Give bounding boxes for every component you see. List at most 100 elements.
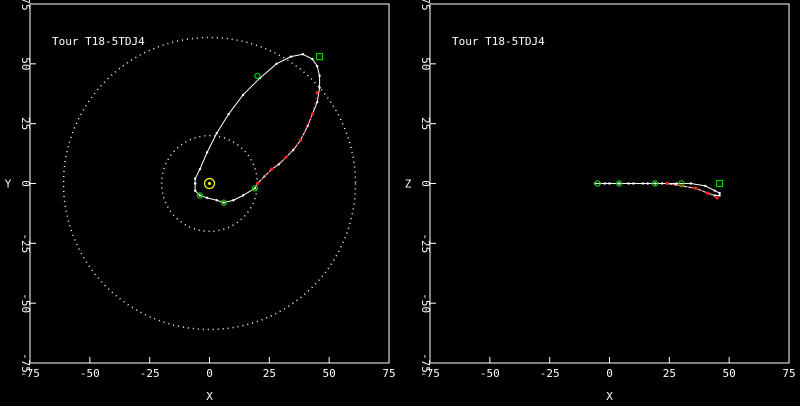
trajectory-point — [198, 194, 202, 197]
chart-title: Tour T18-5TDJ4 — [452, 35, 545, 48]
x-tick-label: -75 — [20, 367, 40, 380]
trajectory-point — [718, 194, 721, 197]
x-axis-label: X — [606, 390, 613, 403]
flyby-marker — [678, 180, 685, 187]
flyby-marker — [615, 180, 623, 187]
x-tick-label: -50 — [80, 367, 100, 380]
trajectory-point — [198, 167, 202, 171]
y-tick-label: 75 — [19, 0, 32, 11]
y-tick-label: 0 — [19, 180, 32, 187]
trajectory-point — [289, 55, 293, 58]
trajectory-point — [232, 199, 235, 202]
sun-marker — [203, 177, 216, 190]
red-segment-point — [715, 196, 719, 200]
flyby-marker — [196, 192, 204, 199]
red-segment-point — [310, 112, 315, 116]
trajectory-point — [653, 182, 657, 185]
y-tick-label: -50 — [19, 293, 32, 313]
y-tick-label: -25 — [419, 233, 432, 253]
trajectory-point — [713, 194, 717, 197]
y-tick-label: 0 — [419, 180, 432, 187]
flyby-square-marker — [715, 179, 724, 188]
red-segment-point — [694, 186, 698, 190]
trajectory-point — [718, 191, 721, 195]
trajectory-point — [689, 182, 693, 185]
xy-plot: -75 -50 -25 0 25 50 75 75 50 25 0 -25 -50 -75 X Y Tour T… — [5, 0, 396, 403]
trajectory-point — [311, 57, 314, 61]
x-tick-label: 75 — [782, 367, 795, 380]
trajectory-point — [292, 148, 295, 152]
y-tick-label: 50 — [419, 57, 432, 70]
trajectory-point — [660, 182, 664, 185]
trajectory-line — [194, 53, 321, 204]
flyby-marker — [594, 180, 601, 187]
y-tick-label: 25 — [419, 117, 432, 130]
trajectory-point — [205, 196, 209, 200]
y-axis-label: Z — [405, 178, 412, 191]
trajectory-point — [627, 182, 630, 185]
x-tick-label: 50 — [723, 367, 736, 380]
trajectory-point — [277, 163, 281, 166]
x-tick-label: 50 — [323, 367, 336, 380]
trajectory-point — [675, 182, 678, 185]
flyby-marker — [254, 72, 261, 80]
red-segment-point — [298, 138, 303, 143]
trajectory-point — [301, 53, 305, 56]
outer-orbit — [62, 36, 357, 331]
trajectory-point — [253, 187, 257, 190]
trajectory-point — [275, 62, 278, 66]
x-tick-label: -50 — [480, 367, 500, 380]
trajectory-point — [222, 201, 226, 204]
flyby-marker — [651, 180, 659, 187]
red-segment-point — [255, 181, 259, 186]
trajectory-point — [617, 182, 621, 185]
trajectory-point — [608, 182, 611, 185]
trajectory-point — [241, 194, 245, 197]
trajectory-point — [318, 86, 321, 89]
flyby-marker — [220, 199, 228, 206]
x-tick-label: 75 — [382, 367, 395, 380]
x-tick-label: 25 — [663, 367, 676, 380]
x-tick-label: 25 — [263, 367, 276, 380]
x-tick-label: -25 — [140, 367, 160, 380]
y-tick-label: -75 — [419, 353, 432, 373]
trajectory-point — [215, 199, 218, 202]
trajectory-line — [595, 183, 721, 196]
y-tick-label: 50 — [19, 57, 32, 70]
red-segment-line — [257, 92, 318, 184]
y-tick-label: 75 — [419, 0, 432, 11]
trajectory-point — [193, 189, 197, 192]
red-segment-point — [270, 167, 274, 171]
trajectory-point — [205, 151, 209, 154]
y-tick-label: -75 — [19, 353, 32, 373]
y-tick-label: -50 — [419, 293, 432, 313]
trajectory-point — [646, 182, 649, 185]
y-tick-label: 25 — [19, 117, 32, 130]
flyby-marker — [251, 185, 259, 192]
trajectory-point — [713, 189, 717, 192]
red-segment-point — [665, 181, 669, 186]
trajectory-point — [193, 177, 197, 180]
red-segment-point — [706, 191, 710, 195]
flyby-square-marker — [315, 53, 324, 61]
x-tick-label: 0 — [606, 367, 613, 380]
y-tick-label: -25 — [19, 233, 32, 253]
trajectory-point — [704, 184, 707, 188]
red-segment-line — [666, 183, 718, 199]
y-axis-label: Y — [5, 178, 12, 191]
xz-plot: -75 -50 -25 0 25 50 75 75 50 25 0 -25 -50 -75 X Z Tour T… — [405, 0, 796, 403]
x-tick-label: 0 — [206, 367, 213, 380]
sun-center — [208, 182, 211, 185]
x-tick-label: -25 — [540, 367, 560, 380]
red-segment-point — [315, 90, 319, 95]
trajectory-point — [241, 93, 245, 97]
trajectory-point — [318, 74, 321, 78]
trajectory-point — [316, 65, 319, 68]
trajectory-point — [641, 182, 645, 185]
trajectory-point — [227, 112, 230, 116]
trajectory-point — [632, 182, 635, 185]
trajectory-point — [215, 132, 218, 135]
chart-title: Tour T18-5TDJ4 — [52, 35, 145, 48]
trajectory-point — [316, 100, 319, 104]
